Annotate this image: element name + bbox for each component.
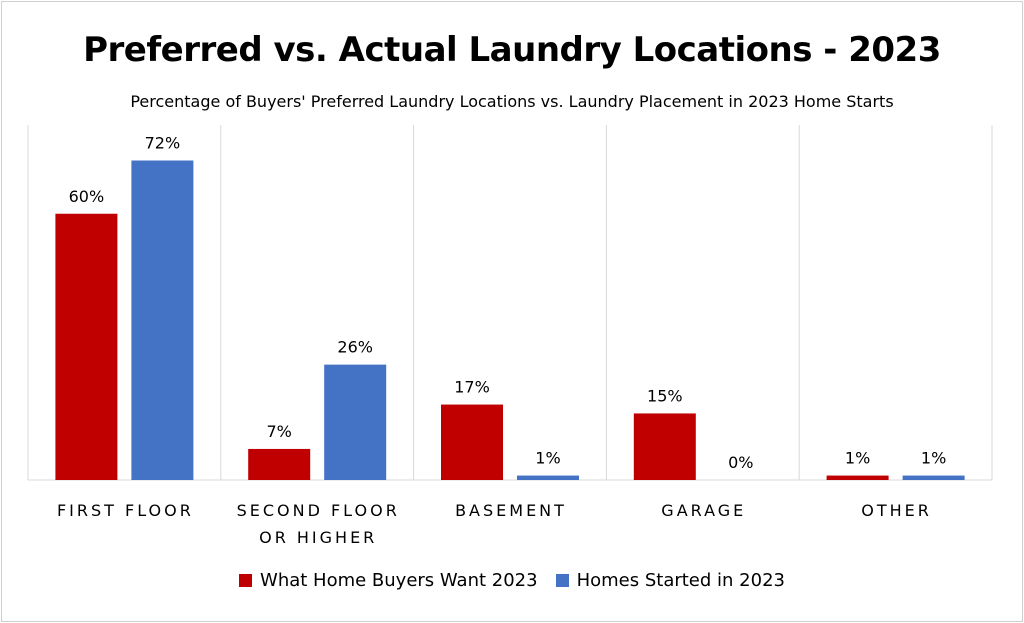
bar-buyers-want — [633, 413, 696, 480]
chart-subtitle: Percentage of Buyers' Preferred Laundry … — [130, 92, 894, 111]
chart-title: Preferred vs. Actual Laundry Locations -… — [83, 30, 941, 70]
bar-buyers-want — [826, 475, 889, 480]
data-label: 15% — [647, 386, 683, 405]
data-label: 72% — [145, 134, 181, 153]
bar-homes-started — [902, 475, 965, 480]
x-tick-label: SECOND FLOOR — [237, 501, 400, 520]
bar-homes-started — [324, 364, 387, 480]
legend-item-homes-started: Homes Started in 2023 — [555, 570, 785, 591]
bar-homes-started — [517, 475, 579, 480]
data-label: 26% — [337, 338, 373, 357]
legend-item-buyers-want: What Home Buyers Want 2023 — [239, 570, 538, 591]
x-tick-label: FIRST FLOOR — [57, 501, 194, 520]
bar-buyers-want — [248, 448, 311, 480]
data-label: 7% — [267, 422, 292, 441]
legend-label-buyers-want: What Home Buyers Want 2023 — [260, 570, 538, 591]
x-tick-label: GARAGE — [661, 501, 746, 520]
x-tick-label: OR HIGHER — [259, 528, 377, 547]
data-label: 60% — [69, 187, 105, 206]
bar-buyers-want — [55, 213, 118, 480]
data-label: 1% — [845, 449, 870, 468]
legend-swatch-blue — [555, 574, 569, 587]
data-label: 17% — [454, 378, 490, 397]
data-label: 0% — [728, 453, 753, 472]
data-label: 1% — [921, 449, 946, 468]
bar-buyers-want — [441, 404, 503, 480]
x-tick-label: BASEMENT — [455, 501, 567, 520]
chart-legend: What Home Buyers Want 2023 Homes Started… — [0, 570, 1024, 591]
legend-swatch-red — [239, 574, 253, 587]
bar-homes-started — [131, 160, 194, 480]
x-tick-label: OTHER — [861, 501, 932, 520]
legend-label-homes-started: Homes Started in 2023 — [576, 570, 785, 591]
data-label: 1% — [535, 449, 560, 468]
